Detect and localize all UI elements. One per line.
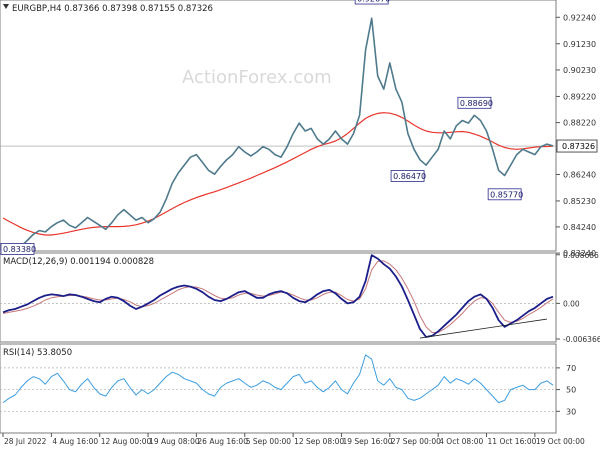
rsi-tick-label: 70	[566, 364, 576, 373]
current-price-box	[556, 139, 598, 153]
macd-signal-line	[2, 260, 554, 333]
price-tick-label: 0.84240	[563, 223, 596, 232]
time-tick-label: 12 Aug 00:00	[101, 437, 152, 446]
price-axis: 0.92240 0.91230 0.90230 0.89220 0.88220 0.873…	[556, 13, 598, 258]
swing-point-label-box	[457, 96, 492, 109]
watermark: ActionForex.com	[182, 67, 332, 88]
swing-point-label: 0.92670	[357, 0, 390, 4]
macd-axis: 0.008686 0.00 -0.006366	[556, 251, 600, 344]
rsi-axis: 70 50 30	[556, 364, 576, 416]
time-tick-label: 28 Jul 2022	[4, 437, 47, 446]
time-tick-label: 4 Aug 16:00	[52, 437, 98, 446]
price-tick-label: 0.88220	[563, 119, 596, 128]
swing-point-label-box	[487, 188, 522, 201]
macd-tick-label: 0.008686	[563, 251, 599, 260]
rsi-tick-label: 50	[566, 386, 576, 395]
macd-tick-label: -0.006366	[563, 335, 600, 344]
time-tick-label: 12 Sep 08:00	[294, 437, 344, 446]
swing-point-label-box	[354, 0, 389, 5]
time-tick-label: 4 Oct 08:00	[439, 437, 483, 446]
price-line	[2, 17, 554, 251]
price-tick-label: 0.83240	[563, 249, 596, 258]
price-tick-label: 0.91230	[563, 40, 596, 49]
macd-lines-layer	[2, 254, 554, 339]
price-tick-label: 0.86240	[563, 170, 596, 179]
swing-point-label: 0.85770	[490, 190, 523, 199]
macd-trendline	[419, 318, 548, 339]
swing-point-label: 0.88690	[460, 99, 493, 108]
time-tick-label: 11 Oct 16:00	[488, 437, 537, 446]
rsi-line	[2, 354, 554, 404]
rsi-grid	[0, 367, 556, 412]
rsi-panel-title: RSI(14) 53.8050	[3, 348, 72, 358]
time-tick-label: 5 Sep 00:00	[246, 437, 292, 446]
time-tick-label: 19 Oct 00:00	[536, 437, 585, 446]
price-panel-title: EURGBP,H4 0.87366 0.87398 0.87155 0.8732…	[12, 4, 213, 14]
macd-tick-label: 0.00	[563, 299, 580, 308]
macd-panel-frame	[0, 252, 557, 343]
time-tick-label: 26 Aug 16:00	[197, 437, 248, 446]
swing-point-label: 0.83380	[3, 245, 36, 254]
swing-point-label: 0.86470	[393, 172, 426, 181]
time-tick-label: 19 Aug 08:00	[149, 437, 200, 446]
price-line-layer	[2, 17, 554, 251]
rsi-lines-layer	[2, 354, 554, 404]
time-tick-label: 27 Sep 00:00	[391, 437, 441, 446]
swing-point-label-box	[390, 170, 425, 182]
price-tick-label: 0.92240	[563, 13, 596, 22]
price-tick-label: 0.90230	[563, 66, 596, 75]
current-price-label: 0.87326	[562, 142, 595, 151]
price-tick-label: 0.85230	[563, 197, 596, 206]
price-panel-frame	[0, 0, 557, 252]
price-tick-label: 0.89220	[563, 92, 596, 101]
time-tick-label: 19 Sep 16:00	[342, 437, 392, 446]
macd-main-line	[2, 254, 554, 338]
macd-panel-title: MACD(12,26,9) 0.001194 0.000828	[3, 257, 154, 267]
moving-average-line	[2, 112, 554, 236]
rsi-tick-label: 30	[566, 407, 576, 416]
price-annotations: 0.83380 0.92670 0.86470 0.88690 0.85770	[0, 0, 523, 255]
swing-point-label-box	[0, 243, 35, 255]
moving-average-layer	[2, 112, 554, 236]
collapse-triangle-icon[interactable]	[3, 4, 9, 9]
